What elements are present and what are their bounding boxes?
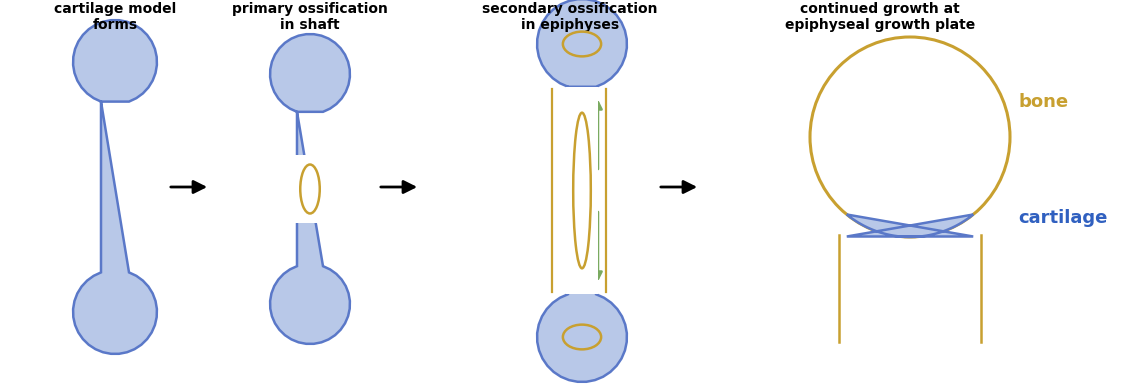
- Text: cartilage: cartilage: [1018, 209, 1107, 227]
- PathPatch shape: [537, 0, 627, 382]
- Bar: [566, 87, 598, 294]
- Text: secondary ossification
in epiphyses: secondary ossification in epiphyses: [482, 2, 658, 32]
- Text: bone: bone: [1018, 93, 1068, 111]
- PathPatch shape: [270, 34, 350, 344]
- PathPatch shape: [846, 214, 973, 237]
- PathPatch shape: [73, 20, 157, 354]
- Text: primary ossification
in shaft: primary ossification in shaft: [232, 2, 388, 32]
- Bar: [294, 155, 325, 223]
- Circle shape: [810, 37, 1010, 237]
- Text: cartilage model
forms: cartilage model forms: [54, 2, 176, 32]
- Text: continued growth at
epiphyseal growth plate: continued growth at epiphyseal growth pl…: [785, 2, 976, 32]
